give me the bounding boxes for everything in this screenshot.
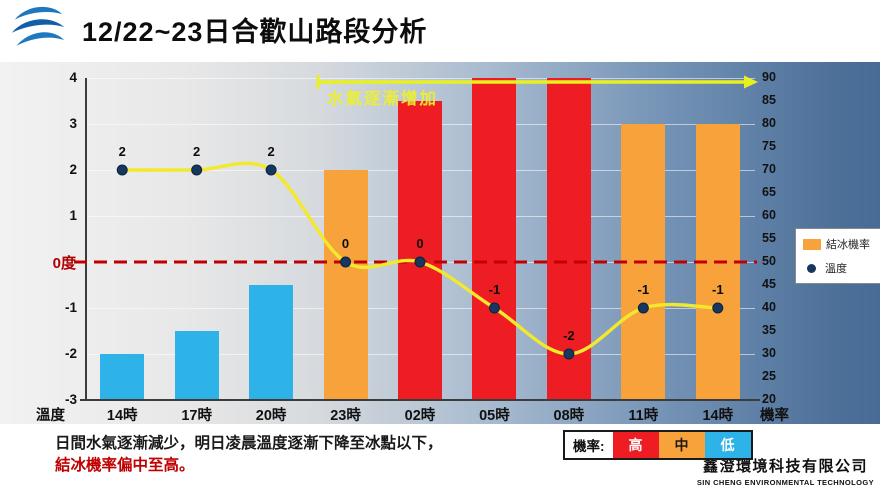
right-axis-tick: 45 <box>762 277 776 291</box>
x-axis-label: 20時 <box>255 408 287 424</box>
icing-probability-bar <box>174 331 219 400</box>
probability-legend-label: 機率: <box>573 439 605 454</box>
left-axis-tick: -2 <box>64 346 77 361</box>
temperature-value-label: 2 <box>118 144 126 159</box>
temperature-value-label: 2 <box>267 144 275 159</box>
icing-probability-bar <box>695 124 740 400</box>
left-axis-line <box>85 78 87 400</box>
chart-legend: 結冰機率 溫度 <box>795 228 880 284</box>
company-name-zh: 鑫澄環境科技有限公司 <box>702 458 868 475</box>
temperature-dot-swatch <box>807 263 816 273</box>
icing-probability-bar <box>249 285 294 400</box>
icing-probability-bar <box>546 78 591 400</box>
right-axis-tick: 90 <box>762 70 776 84</box>
temperature-value-label: 2 <box>193 144 201 159</box>
note-line-1: 日間水氣逐漸減少，明日凌晨溫度逐漸下降至冰點以下， <box>55 435 443 452</box>
legend-label-icing: 結冰機率 <box>826 239 870 251</box>
right-axis-tick: 85 <box>762 93 776 107</box>
summary-notes: 日間水氣逐漸減少，明日凌晨溫度逐漸下降至冰點以下， 結冰機率偏中至高。 <box>55 433 443 477</box>
x-axis-label: 17時 <box>181 408 212 424</box>
icing-probability-swatch <box>803 238 821 250</box>
left-axis-tick: -1 <box>64 300 77 315</box>
right-axis-tick: 30 <box>762 346 776 360</box>
probability-high-cell: 高 <box>612 432 659 458</box>
x-axis-label: 11時 <box>628 408 659 424</box>
left-axis-tick: 4 <box>69 70 77 85</box>
wave-logo-icon <box>11 6 65 46</box>
right-axis-tick: 35 <box>762 323 776 337</box>
moisture-increase-annotation: 水氣逐漸增加 <box>327 90 438 108</box>
right-axis-tick: 55 <box>762 231 776 245</box>
right-axis-title: 機率 <box>760 408 789 424</box>
right-axis-tick: 65 <box>762 185 776 199</box>
left-axis-title: 溫度 <box>36 408 65 424</box>
temperature-value-label: -1 <box>711 282 724 297</box>
legend-item-temperature: 溫度 <box>803 260 880 276</box>
zero-degree-label: 0度 <box>52 255 76 272</box>
gridline <box>85 78 755 79</box>
right-axis-tick: 40 <box>762 300 776 314</box>
company-signature: 鑫澄環境科技有限公司 SIN CHENG ENVIRONMENTAL TECHN… <box>697 455 874 487</box>
company-name-en: SIN CHENG ENVIRONMENTAL TECHNOLOGY <box>696 478 874 487</box>
temperature-value-label: -1 <box>637 282 650 297</box>
probability-level-legend: 機率: 高 中 低 <box>563 430 753 460</box>
right-axis-tick: 60 <box>762 208 776 222</box>
icing-probability-bar <box>472 78 517 400</box>
header: 12/22~23日合歡山路段分析 <box>8 2 427 56</box>
x-axis-label: 14時 <box>106 408 138 424</box>
left-axis-tick: -3 <box>64 392 77 407</box>
right-axis-tick: 20 <box>762 392 776 406</box>
left-axis-tick: 1 <box>69 208 77 223</box>
x-axis-label: 23時 <box>330 408 361 424</box>
temperature-value-label: -1 <box>488 282 501 297</box>
x-axis-label: 05時 <box>479 408 510 424</box>
right-axis-tick: 70 <box>762 162 776 176</box>
right-axis-tick: 75 <box>762 139 776 153</box>
temperature-value-label: -2 <box>563 328 575 343</box>
probability-low-cell: 低 <box>704 432 751 458</box>
left-axis-tick: 2 <box>69 162 77 177</box>
left-axis-tick: 3 <box>69 116 77 131</box>
x-axis-line <box>80 399 760 401</box>
x-axis-label: 14時 <box>702 408 734 424</box>
right-axis-tick: 50 <box>762 254 776 268</box>
temperature-value-label: 0 <box>341 236 350 251</box>
icing-probability-bar <box>100 354 145 400</box>
icing-probability-bar <box>323 170 368 400</box>
legend-label-temperature: 溫度 <box>825 263 847 275</box>
note-line-2: 結冰機率偏中至高。 <box>55 457 195 474</box>
x-axis-label: 08時 <box>553 408 585 424</box>
right-axis-tick: 25 <box>762 369 776 383</box>
page-title: 12/22~23日合歡山路段分析 <box>82 16 428 47</box>
temperature-value-label: 0 <box>416 236 424 251</box>
legend-item-icing-probability: 結冰機率 <box>803 236 880 252</box>
icing-probability-bar <box>621 124 666 400</box>
x-axis-label: 02時 <box>404 408 436 424</box>
probability-mid-cell: 中 <box>658 432 705 458</box>
right-axis-tick: 80 <box>762 116 776 130</box>
